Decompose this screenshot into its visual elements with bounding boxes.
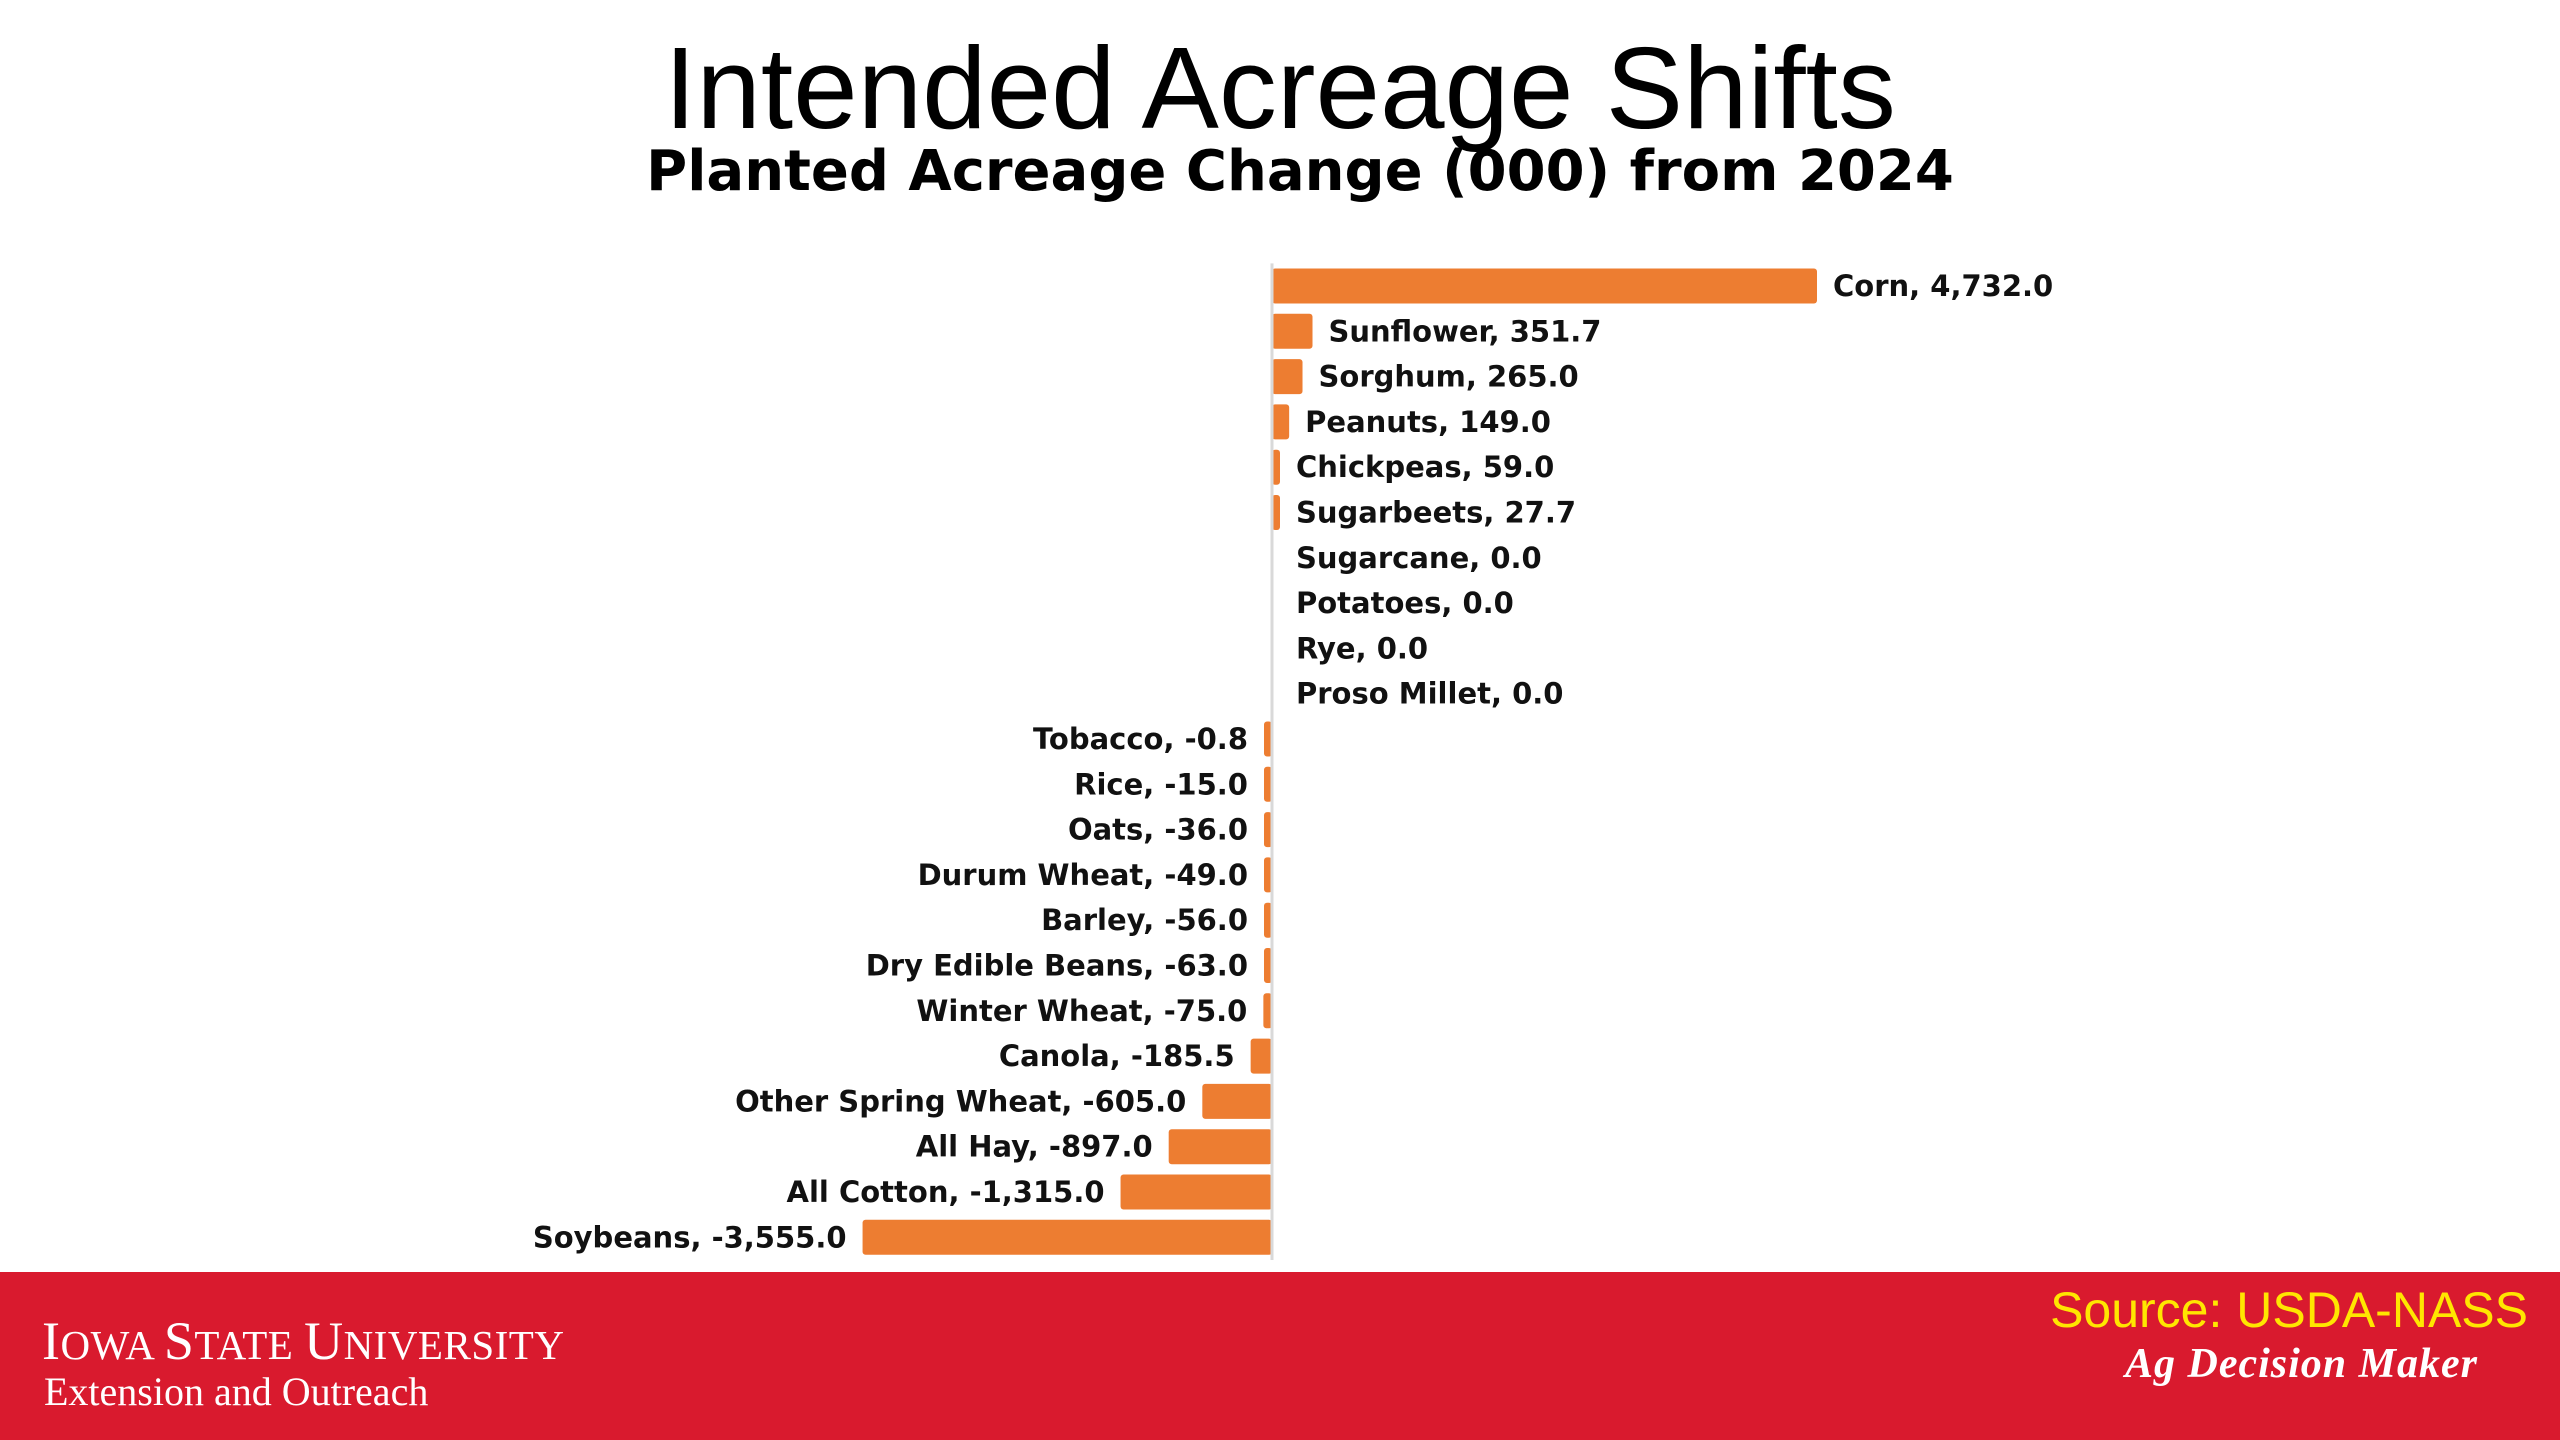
data-labels-group: Corn, 4,732.0 Sunflower, 351.7 Sorghum, 26… bbox=[533, 269, 2053, 1254]
bar-oats bbox=[1264, 812, 1272, 848]
wordmark-part: I bbox=[42, 1311, 61, 1371]
footer-bar: IOWA STATE UNIVERSITY Extension and Outr… bbox=[0, 1272, 2560, 1440]
data-label: Barley, -56.0 bbox=[1041, 903, 1248, 937]
bar-all-cotton bbox=[1120, 1174, 1272, 1210]
data-label: Tobacco, -0.8 bbox=[1033, 722, 1248, 756]
bar-sorghum bbox=[1272, 359, 1303, 395]
data-label: Winter Wheat, -75.0 bbox=[916, 994, 1247, 1028]
bar-tobacco bbox=[1264, 721, 1272, 757]
data-label: All Cotton, -1,315.0 bbox=[787, 1175, 1105, 1209]
slide-title: Intended Acreage Shifts bbox=[664, 23, 1896, 153]
data-label: Durum Wheat, -49.0 bbox=[918, 858, 1248, 892]
source-text: Source: USDA-NASS bbox=[2050, 1282, 2528, 1338]
bar-peanuts bbox=[1272, 404, 1290, 440]
data-label: Sorghum, 265.0 bbox=[1319, 360, 1579, 394]
data-label: Potatoes, 0.0 bbox=[1296, 586, 1514, 620]
data-label: Sugarcane, 0.0 bbox=[1296, 541, 1542, 575]
bar-chickpeas bbox=[1272, 449, 1280, 485]
wordmark-part: OWA bbox=[60, 1322, 164, 1368]
wordmark-part: S bbox=[163, 1311, 195, 1371]
acreage-bar-chart: Planted Acreage Change (000) from 2024 C… bbox=[533, 139, 2053, 1260]
ag-decision-maker-brand: Ag Decision Maker bbox=[2125, 1341, 2478, 1387]
bar-canola bbox=[1250, 1038, 1272, 1074]
data-label: Dry Edible Beans, -63.0 bbox=[866, 949, 1248, 983]
bar-rice bbox=[1264, 766, 1272, 802]
bar-sunflower bbox=[1272, 313, 1313, 349]
data-label: Corn, 4,732.0 bbox=[1833, 269, 2053, 303]
extension-outreach-text: Extension and Outreach bbox=[44, 1369, 429, 1414]
bar-soybeans bbox=[862, 1219, 1272, 1255]
wordmark-part: U bbox=[304, 1311, 344, 1371]
data-label: Sunflower, 351.7 bbox=[1329, 314, 1602, 348]
bars-group bbox=[862, 268, 1817, 1255]
data-label: Peanuts, 149.0 bbox=[1305, 405, 1551, 439]
bar-corn bbox=[1272, 268, 1817, 304]
data-label: Soybeans, -3,555.0 bbox=[533, 1220, 847, 1254]
bar-durum-wheat bbox=[1264, 857, 1272, 893]
data-label: Other Spring Wheat, -605.0 bbox=[735, 1084, 1186, 1118]
bar-winter-wheat bbox=[1263, 993, 1272, 1029]
data-label: Proso Millet, 0.0 bbox=[1296, 677, 1563, 711]
bar-barley bbox=[1264, 902, 1272, 938]
bar-other-spring-wheat bbox=[1202, 1083, 1272, 1119]
data-label: Sugarbeets, 27.7 bbox=[1296, 496, 1576, 530]
data-label: Oats, -36.0 bbox=[1068, 813, 1248, 847]
bar-sugarbeets bbox=[1272, 495, 1280, 530]
data-label: Canola, -185.5 bbox=[999, 1039, 1235, 1073]
chart-title: Planted Acreage Change (000) from 2024 bbox=[646, 139, 1954, 204]
bar-all-hay bbox=[1168, 1129, 1272, 1165]
data-label: All Hay, -897.0 bbox=[916, 1130, 1153, 1164]
university-wordmark: IOWA STATE UNIVERSITY bbox=[42, 1312, 564, 1374]
wordmark-part: TATE bbox=[194, 1322, 305, 1368]
wordmark-part: NIVERSITY bbox=[343, 1322, 565, 1368]
data-label: Rye, 0.0 bbox=[1296, 631, 1428, 665]
bar-dry-edible-beans bbox=[1264, 948, 1272, 983]
data-label: Chickpeas, 59.0 bbox=[1296, 450, 1554, 484]
data-label: Rice, -15.0 bbox=[1074, 767, 1248, 801]
